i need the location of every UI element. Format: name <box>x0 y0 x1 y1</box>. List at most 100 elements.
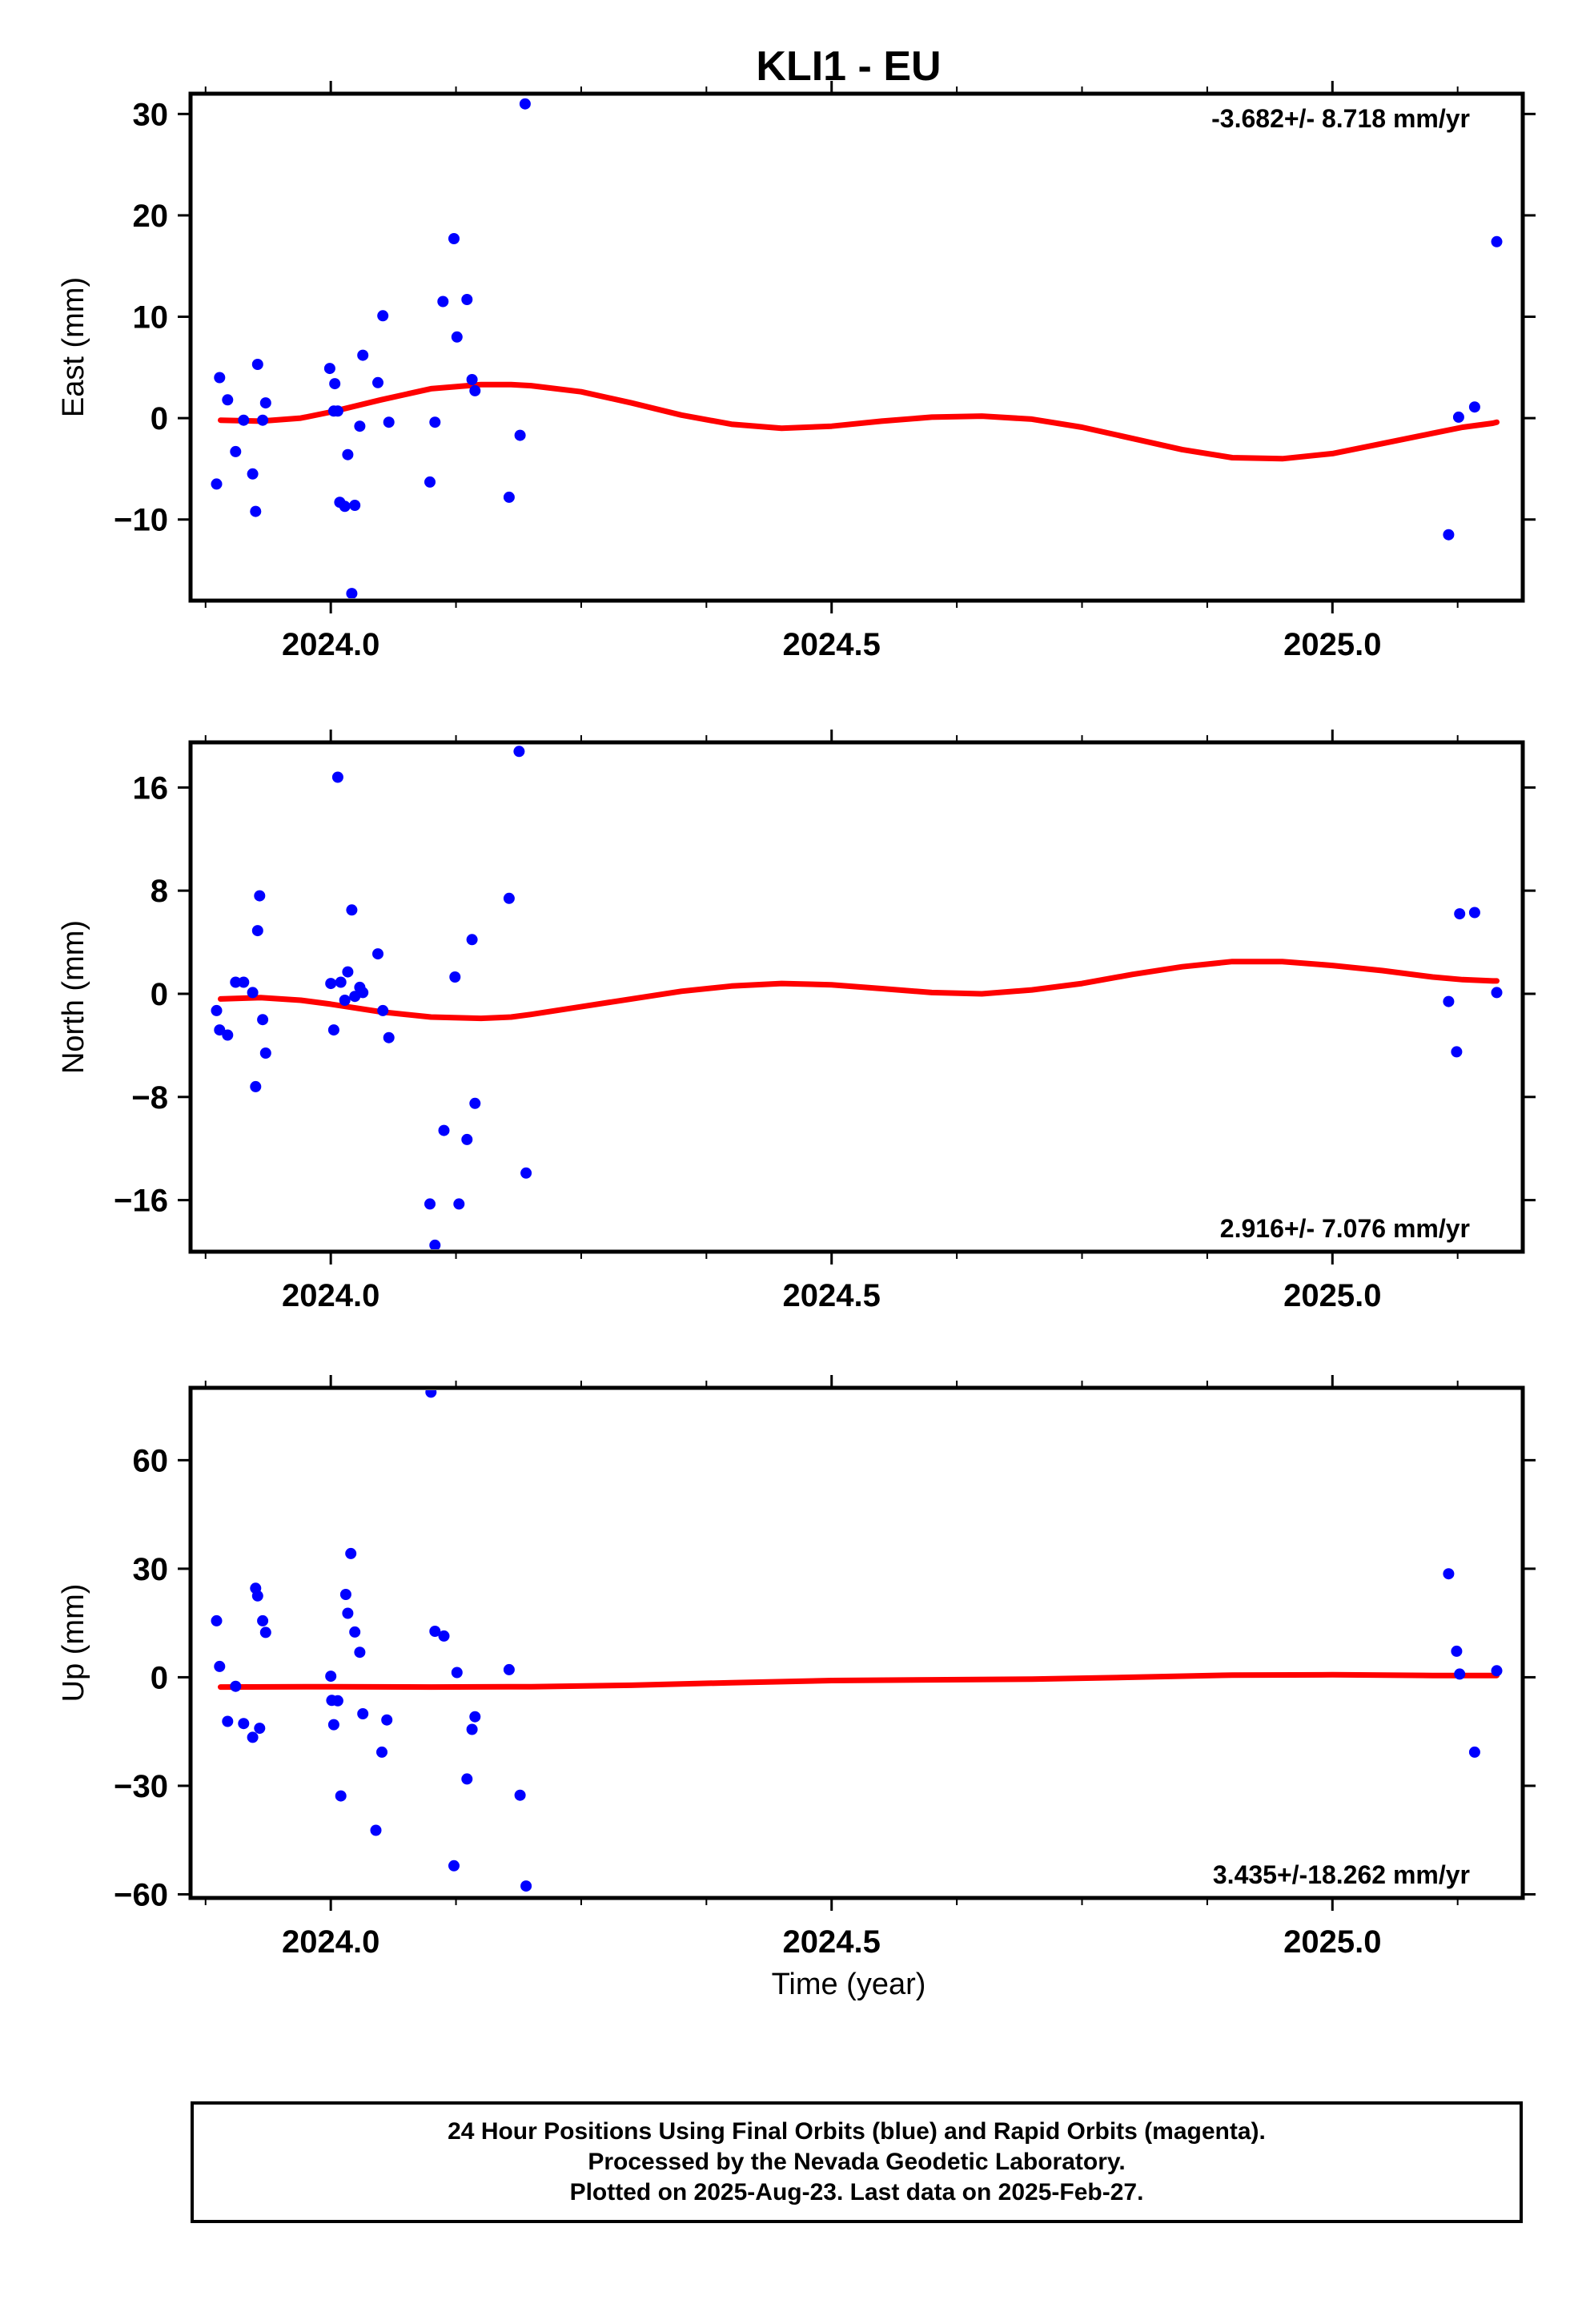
north-data-point <box>346 904 358 916</box>
east-data-point <box>222 394 234 406</box>
up-data-point <box>327 1719 339 1731</box>
north-data-point <box>438 1124 450 1136</box>
up-data-point <box>438 1630 450 1642</box>
east-y-tick-label: 20 <box>133 199 169 234</box>
north-y-tick-label: 16 <box>133 770 169 806</box>
east-data-point <box>424 476 436 488</box>
east-data-point <box>331 405 343 417</box>
north-data-point <box>449 971 461 983</box>
up-data-point <box>230 1680 242 1692</box>
up-data-point <box>1451 1645 1463 1657</box>
north-rate-label: 2.916+/- 7.076 mm/yr <box>1220 1214 1470 1243</box>
north-data-point <box>453 1198 465 1210</box>
north-data-point <box>259 1047 271 1059</box>
north-data-point <box>424 1198 436 1210</box>
north-data-point <box>339 995 351 1006</box>
north-data-point <box>429 1239 441 1249</box>
up-data-point <box>469 1711 481 1723</box>
north-data-point <box>342 966 354 978</box>
up-y-tick-label: −60 <box>114 1877 168 1912</box>
east-y-tick-label: −10 <box>114 503 168 538</box>
up-data-point <box>370 1824 382 1836</box>
up-data-point <box>342 1607 354 1619</box>
east-data-point <box>372 376 383 388</box>
up-data-point <box>354 1647 366 1659</box>
east-data-point <box>251 359 263 370</box>
up-data-point <box>425 1390 437 1398</box>
east-data-point <box>339 501 351 513</box>
east-data-point <box>383 416 395 428</box>
east-data-point <box>323 363 335 375</box>
east-data-point <box>451 331 463 343</box>
north-data-point <box>222 1029 234 1041</box>
east-data-point <box>466 374 478 385</box>
north-data-point <box>461 1133 473 1145</box>
up-data-point <box>335 1790 347 1802</box>
east-fit-line <box>218 381 1500 462</box>
east-data-point <box>377 310 389 322</box>
up-data-point <box>325 1671 337 1683</box>
east-data-point <box>461 294 473 305</box>
east-y-axis-label: East (mm) <box>57 277 90 417</box>
east-data-point <box>238 414 250 426</box>
north-data-point <box>230 976 242 988</box>
east-data-point <box>230 445 242 457</box>
up-y-axis-label: Up (mm) <box>57 1584 90 1703</box>
up-data-point <box>448 1860 460 1872</box>
up-data-point <box>381 1714 393 1726</box>
up-data-point <box>461 1773 473 1785</box>
up-data-point <box>331 1695 343 1707</box>
up-data-point <box>339 1589 351 1600</box>
up-data-point <box>251 1590 263 1602</box>
east-data-point <box>514 429 526 441</box>
north-data-point <box>211 1004 223 1016</box>
east-data-point <box>211 478 223 490</box>
east-data-point <box>469 384 481 396</box>
east-x-tick-label: 2024.0 <box>282 627 379 662</box>
east-data-point <box>519 98 531 110</box>
north-x-tick-label: 2024.0 <box>282 1278 379 1313</box>
up-data-point <box>214 1660 226 1672</box>
north-data-point <box>257 1014 269 1026</box>
east-data-point <box>1468 401 1480 413</box>
footer-line-1: 24 Hour Positions Using Final Orbits (bl… <box>448 2118 1266 2145</box>
east-data-point <box>329 378 341 390</box>
east-data-point <box>357 349 369 361</box>
east-data-layer <box>211 98 1503 598</box>
north-x-tick-label: 2024.5 <box>783 1278 881 1313</box>
north-data-point <box>1468 907 1480 919</box>
up-y-tick-label: −30 <box>114 1769 168 1804</box>
east-y-tick-label: 30 <box>133 97 169 132</box>
north-data-point <box>1443 995 1455 1007</box>
up-data-point <box>247 1731 259 1743</box>
north-data-point <box>335 976 347 988</box>
east-data-point <box>259 397 271 409</box>
up-data-layer <box>211 1390 1503 1892</box>
north-data-point <box>251 925 263 937</box>
up-data-point <box>451 1667 463 1679</box>
up-data-point <box>503 1663 515 1675</box>
up-data-point <box>1443 1568 1455 1580</box>
north-plot-frame <box>188 740 1525 1254</box>
up-data-point <box>1491 1665 1503 1677</box>
north-data-point <box>325 978 337 990</box>
north-y-axis-label: North (mm) <box>57 920 90 1074</box>
up-data-point <box>254 1723 266 1735</box>
east-data-point <box>354 420 366 432</box>
panel-north: 16 8 0 −8 −16 2024.0 2024.5 2025.0 North (mm) 2.9… <box>57 730 1536 1313</box>
up-y-tick-label: 60 <box>133 1443 169 1478</box>
north-data-point <box>250 1080 262 1092</box>
north-data-point <box>214 1024 226 1036</box>
north-data-point <box>254 890 266 902</box>
up-data-point <box>211 1614 223 1626</box>
north-data-point <box>503 892 515 904</box>
up-x-tick-label: 2024.0 <box>282 1924 379 1960</box>
up-rate-label: 3.435+/-18.262 mm/yr <box>1213 1860 1470 1889</box>
east-data-point <box>503 491 515 503</box>
panel-east: 30 20 10 0 −10 2024.0 2024.5 2025.0 East (mm) -3.… <box>57 81 1536 662</box>
north-data-point <box>383 1031 395 1043</box>
up-data-point <box>259 1626 271 1638</box>
east-data-point <box>257 414 269 426</box>
north-data-point <box>377 1004 389 1016</box>
